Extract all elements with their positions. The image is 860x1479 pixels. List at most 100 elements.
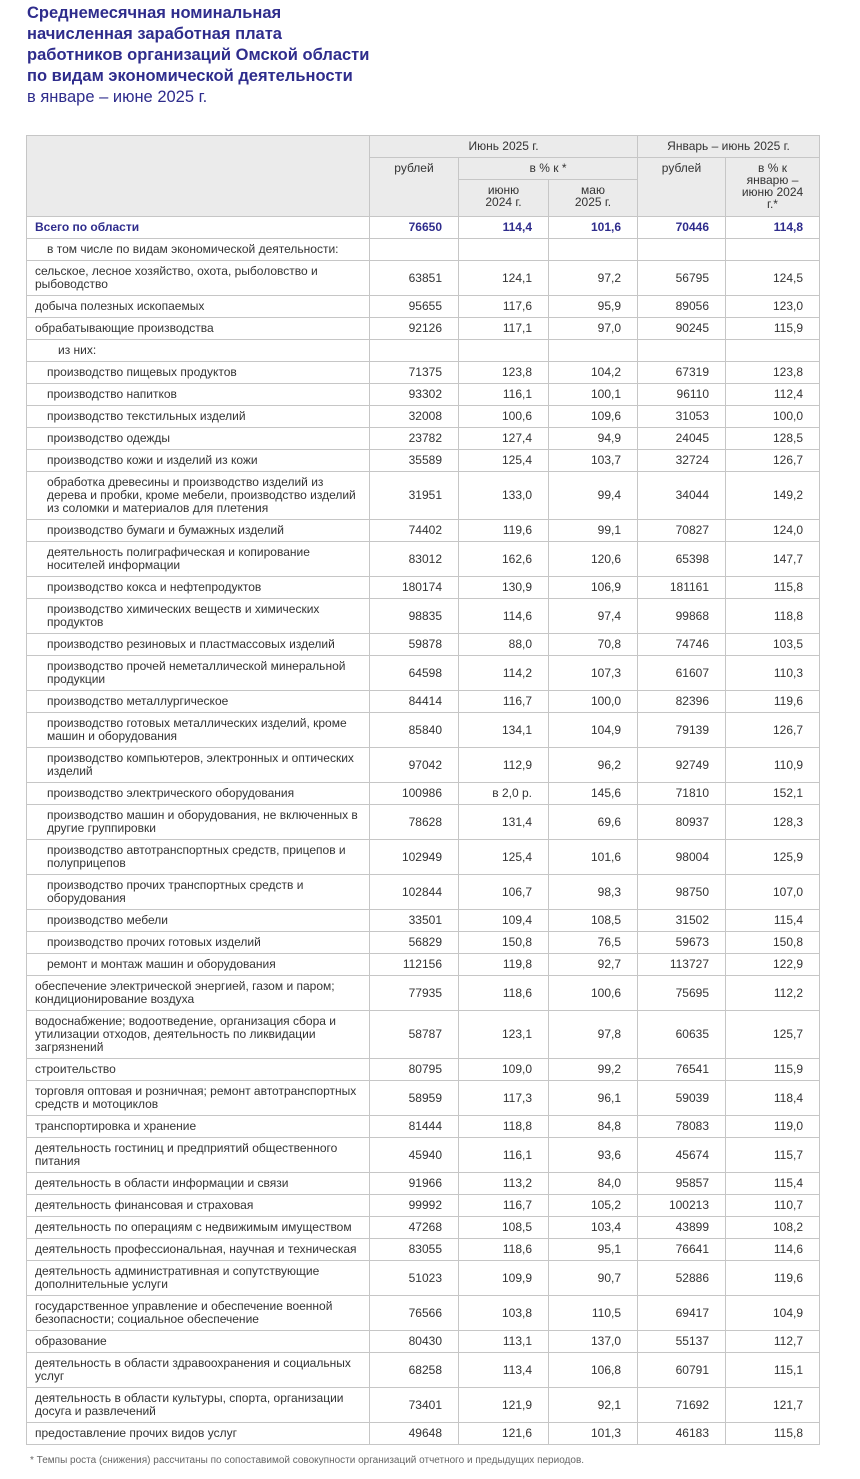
cell-pct-jan-june-2024: 112,2 xyxy=(724,975,821,1011)
cell-rub-jan-june: 89056 xyxy=(637,295,726,318)
cell-pct-june-2024: 150,8 xyxy=(458,931,549,954)
cell-pct-may-2025: 69,6 xyxy=(548,804,638,840)
cell-pct-may-2025: 99,4 xyxy=(548,471,638,520)
row-label: обрабатывающие производства xyxy=(26,317,370,340)
cell-rub-jan-june: 98750 xyxy=(637,874,726,910)
cell-rub-jan-june: 52886 xyxy=(637,1260,726,1296)
cell-rub-jan-june: 34044 xyxy=(637,471,726,520)
cell-rub-jan-june: 96110 xyxy=(637,383,726,406)
cell-rub-june: 95655 xyxy=(369,295,459,318)
cell-pct-june-2024: 113,4 xyxy=(458,1352,549,1388)
cell-rub-june: 71375 xyxy=(369,361,459,384)
table-row: производство пищевых продуктов 71375 123,8… xyxy=(26,361,821,384)
cell-pct-jan-june-2024: 122,9 xyxy=(724,953,821,976)
cell-pct-may-2025: 101,3 xyxy=(548,1422,638,1445)
cell-rub-jan-june: 70446 xyxy=(637,216,726,239)
cell-rub-june: 76566 xyxy=(369,1295,459,1331)
cell-pct-jan-june-2024: 123,8 xyxy=(724,361,821,384)
cell-pct-jan-june-2024: 124,5 xyxy=(724,260,821,296)
cell-rub-jan-june: 82396 xyxy=(637,690,726,713)
cell-rub-jan-june: 55137 xyxy=(637,1330,726,1353)
table-row: торговля оптовая и розничная; ремонт авт… xyxy=(26,1080,821,1116)
table-row: обработка древесины и производство издел… xyxy=(26,471,821,520)
cell-rub-jan-june: 99868 xyxy=(637,598,726,634)
table-row: производство напитков 93302 116,1 100,1 9611… xyxy=(26,383,821,406)
table-row: добыча полезных ископаемых 95655 117,6 95,9… xyxy=(26,295,821,318)
cell-rub-june: 180174 xyxy=(369,576,459,599)
cell-pct-may-2025: 137,0 xyxy=(548,1330,638,1353)
cell-pct-june-2024: 125,4 xyxy=(458,449,549,472)
cell-pct-may-2025: 103,4 xyxy=(548,1216,638,1239)
cell-rub-jan-june: 95857 xyxy=(637,1172,726,1195)
cell-pct-jan-june-2024: 114,8 xyxy=(724,216,821,239)
cell-pct-may-2025: 101,6 xyxy=(548,839,638,875)
cell-pct-jan-june-2024: 126,7 xyxy=(724,712,821,748)
cell-pct-may-2025: 98,3 xyxy=(548,874,638,910)
table-row: из них: xyxy=(26,339,821,362)
row-label: производство прочей неметаллической мине… xyxy=(26,655,370,691)
cell-rub-june xyxy=(369,339,459,362)
cell-pct-may-2025: 100,6 xyxy=(548,975,638,1011)
cell-pct-jan-june-2024: 125,9 xyxy=(724,839,821,875)
header-june: Июнь 2025 г. xyxy=(369,135,638,158)
cell-pct-jan-june-2024 xyxy=(724,339,821,362)
cell-pct-june-2024: 131,4 xyxy=(458,804,549,840)
total-row: Всего по области 76650 114,4 101,6 70446 114,… xyxy=(26,216,821,239)
cell-pct-jan-june-2024: 119,6 xyxy=(724,1260,821,1296)
title-line: по видам экономической деятельности xyxy=(27,67,353,85)
table-row: деятельность гостиниц и предприятий обще… xyxy=(26,1137,821,1173)
cell-rub-jan-june: 24045 xyxy=(637,427,726,450)
table-row: производство одежды 23782 127,4 94,9 24045 12… xyxy=(26,427,821,450)
cell-rub-jan-june: 67319 xyxy=(637,361,726,384)
cell-rub-june: 35589 xyxy=(369,449,459,472)
cell-pct-june-2024: 162,6 xyxy=(458,541,549,577)
cell-pct-june-2024: 116,7 xyxy=(458,690,549,713)
cell-rub-jan-june: 59039 xyxy=(637,1080,726,1116)
cell-pct-jan-june-2024: 115,9 xyxy=(724,317,821,340)
content: Июнь 2025 г. Январь – июнь 2025 г. рубле… xyxy=(26,135,821,1479)
cell-pct-jan-june-2024: 104,9 xyxy=(724,1295,821,1331)
cell-pct-jan-june-2024: 115,8 xyxy=(724,1422,821,1445)
cell-pct-june-2024: 134,1 xyxy=(458,712,549,748)
cell-rub-june: 49648 xyxy=(369,1422,459,1445)
cell-pct-june-2024: 103,8 xyxy=(458,1295,549,1331)
cell-pct-may-2025: 84,8 xyxy=(548,1115,638,1138)
cell-pct-may-2025: 107,3 xyxy=(548,655,638,691)
cell-pct-may-2025: 106,9 xyxy=(548,576,638,599)
header-rub-june: рублей xyxy=(369,157,459,217)
row-label: предоставление прочих видов услуг xyxy=(26,1422,370,1445)
table-row: производство прочих транспортных средств… xyxy=(26,874,821,910)
cell-pct-may-2025: 92,7 xyxy=(548,953,638,976)
row-label: деятельность по операциям с недвижимым и… xyxy=(26,1216,370,1239)
cell-rub-jan-june: 59673 xyxy=(637,931,726,954)
cell-pct-jan-june-2024: 118,8 xyxy=(724,598,821,634)
cell-pct-june-2024: 108,5 xyxy=(458,1216,549,1239)
row-label: из них: xyxy=(26,339,370,362)
cell-pct-june-2024: 118,6 xyxy=(458,975,549,1011)
cell-rub-june: 64598 xyxy=(369,655,459,691)
cell-pct-june-2024: 117,1 xyxy=(458,317,549,340)
row-label: деятельность финансовая и страховая xyxy=(26,1194,370,1217)
table-row: производство прочих готовых изделий 56829… xyxy=(26,931,821,954)
cell-pct-june-2024: 125,4 xyxy=(458,839,549,875)
table-row: сельское, лесное хозяйство, охота, рыбол… xyxy=(26,260,821,296)
cell-rub-jan-june: 65398 xyxy=(637,541,726,577)
cell-rub-jan-june: 71810 xyxy=(637,782,726,805)
cell-rub-jan-june: 69417 xyxy=(637,1295,726,1331)
table-row: производство мебели 33501 109,4 108,5 31502 1… xyxy=(26,909,821,932)
cell-pct-june-2024: 109,4 xyxy=(458,909,549,932)
table-row: производство компьютеров, электронных и … xyxy=(26,747,821,783)
cell-rub-june: 78628 xyxy=(369,804,459,840)
cell-pct-may-2025: 96,2 xyxy=(548,747,638,783)
row-label: деятельность в области здравоохранения и… xyxy=(26,1352,370,1388)
cell-pct-june-2024: 113,2 xyxy=(458,1172,549,1195)
cell-pct-may-2025: 97,0 xyxy=(548,317,638,340)
table-row: производство бумаги и бумажных изделий 74… xyxy=(26,519,821,542)
cell-pct-june-2024: 109,9 xyxy=(458,1260,549,1296)
cell-pct-may-2025: 104,9 xyxy=(548,712,638,748)
table-body: Всего по области 76650 114,4 101,6 70446 114,… xyxy=(26,216,821,1445)
cell-pct-june-2024: 119,8 xyxy=(458,953,549,976)
cell-rub-june: 77935 xyxy=(369,975,459,1011)
cell-rub-jan-june: 31502 xyxy=(637,909,726,932)
row-label: производство машин и оборудования, не вк… xyxy=(26,804,370,840)
